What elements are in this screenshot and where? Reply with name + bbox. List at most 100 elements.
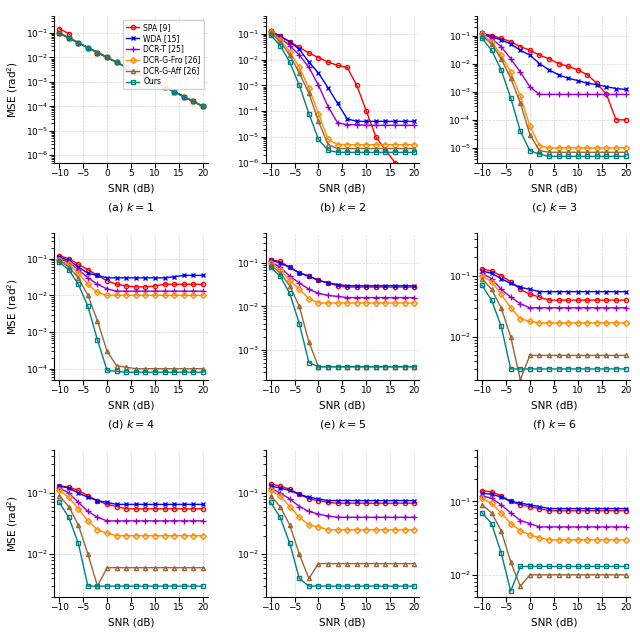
WDA [15]: [339, 107, 346, 115]
Ours: [362, 149, 370, 156]
WDA [15]: [612, 288, 620, 295]
DCR-G-Fro [26]: [286, 277, 294, 284]
DCR-G-Fro [26]: [348, 526, 356, 533]
SPA [9]: [391, 283, 399, 291]
DCR-G-Fro [26]: [137, 532, 145, 540]
DCR-G-Aff [26]: [175, 564, 182, 572]
DCR-G-Fro [26]: [401, 526, 408, 533]
DCR-G-Fro [26]: [310, 522, 317, 530]
WDA [15]: [401, 282, 408, 290]
DCR-T [25]: [502, 290, 510, 297]
DCR-G-Fro [26]: [127, 66, 135, 74]
DCR-T [25]: [156, 288, 164, 295]
DCR-T [25]: [93, 514, 101, 521]
WDA [15]: [170, 500, 178, 508]
Ours: [391, 149, 399, 156]
X-axis label: SNR (dB): SNR (dB): [531, 618, 577, 628]
DCR-T [25]: [329, 292, 337, 300]
DCR-T [25]: [166, 288, 173, 295]
DCR-T [25]: [353, 294, 360, 302]
Ours: [516, 563, 524, 570]
DCR-T [25]: [286, 272, 294, 280]
Ours: [79, 291, 87, 299]
DCR-G-Fro [26]: [612, 144, 620, 152]
DCR-T [25]: [122, 64, 130, 71]
DCR-T [25]: [184, 95, 192, 103]
Ours: [531, 563, 538, 570]
WDA [15]: [488, 33, 495, 41]
DCR-G-Fro [26]: [276, 36, 284, 43]
DCR-G-Fro [26]: [607, 536, 615, 544]
DCR-G-Aff [26]: [339, 363, 346, 371]
Ours: [310, 361, 317, 368]
DCR-G-Aff [26]: [555, 571, 563, 578]
DCR-T [25]: [108, 56, 116, 64]
DCR-G-Aff [26]: [329, 143, 337, 150]
Ours: [367, 582, 375, 590]
Ours: [89, 46, 97, 54]
SPA [9]: [103, 500, 111, 508]
WDA [15]: [108, 274, 116, 282]
DCR-G-Aff [26]: [334, 363, 342, 371]
DCR-G-Fro [26]: [166, 85, 173, 93]
WDA [15]: [84, 493, 92, 501]
DCR-T [25]: [406, 514, 413, 521]
WDA [15]: [127, 500, 135, 508]
DCR-G-Aff [26]: [497, 55, 505, 62]
Ours: [329, 147, 337, 155]
DCR-G-Aff [26]: [367, 363, 375, 371]
DCR-G-Aff [26]: [276, 38, 284, 46]
DCR-T [25]: [300, 505, 308, 512]
Ours: [65, 514, 72, 521]
DCR-G-Fro [26]: [564, 536, 572, 544]
WDA [15]: [607, 505, 615, 512]
DCR-G-Fro [26]: [161, 83, 168, 91]
WDA [15]: [507, 40, 515, 48]
DCR-G-Aff [26]: [612, 571, 620, 578]
Line: DCR-G-Aff [26]: DCR-G-Aff [26]: [480, 276, 628, 382]
DCR-G-Fro [26]: [511, 309, 519, 317]
SPA [9]: [550, 507, 557, 514]
DCR-T [25]: [516, 517, 524, 525]
DCR-G-Fro [26]: [550, 536, 557, 544]
DCR-T [25]: [267, 27, 275, 35]
DCR-G-Fro [26]: [319, 123, 327, 130]
DCR-G-Aff [26]: [401, 145, 408, 152]
DCR-G-Aff [26]: [315, 560, 323, 568]
SPA [9]: [367, 120, 375, 128]
SPA [9]: [281, 35, 289, 43]
Ours: [151, 368, 159, 376]
DCR-T [25]: [271, 486, 279, 494]
SPA [9]: [108, 502, 116, 509]
DCR-G-Fro [26]: [569, 319, 577, 326]
DCR-G-Fro [26]: [526, 318, 534, 325]
WDA [15]: [276, 259, 284, 267]
DCR-G-Aff [26]: [579, 149, 586, 156]
WDA [15]: [175, 500, 182, 508]
WDA [15]: [396, 282, 404, 290]
WDA [15]: [607, 84, 615, 91]
DCR-G-Aff [26]: [175, 90, 182, 98]
DCR-G-Fro [26]: [483, 497, 491, 505]
WDA [15]: [84, 44, 92, 51]
DCR-T [25]: [189, 517, 197, 525]
WDA [15]: [108, 56, 116, 64]
SPA [9]: [103, 277, 111, 284]
SPA [9]: [410, 499, 418, 507]
SPA [9]: [339, 283, 346, 290]
DCR-G-Fro [26]: [93, 49, 101, 57]
DCR-G-Aff [26]: [569, 149, 577, 156]
DCR-T [25]: [579, 91, 586, 98]
DCR-T [25]: [113, 517, 120, 525]
DCR-G-Fro [26]: [286, 48, 294, 56]
SPA [9]: [70, 36, 77, 44]
SPA [9]: [617, 297, 625, 304]
WDA [15]: [305, 58, 313, 66]
DCR-T [25]: [267, 485, 275, 492]
DCR-T [25]: [540, 523, 548, 531]
DCR-T [25]: [545, 304, 553, 312]
DCR-G-Aff [26]: [300, 563, 308, 570]
WDA [15]: [324, 497, 332, 504]
SPA [9]: [488, 32, 495, 39]
DCR-T [25]: [507, 509, 515, 517]
